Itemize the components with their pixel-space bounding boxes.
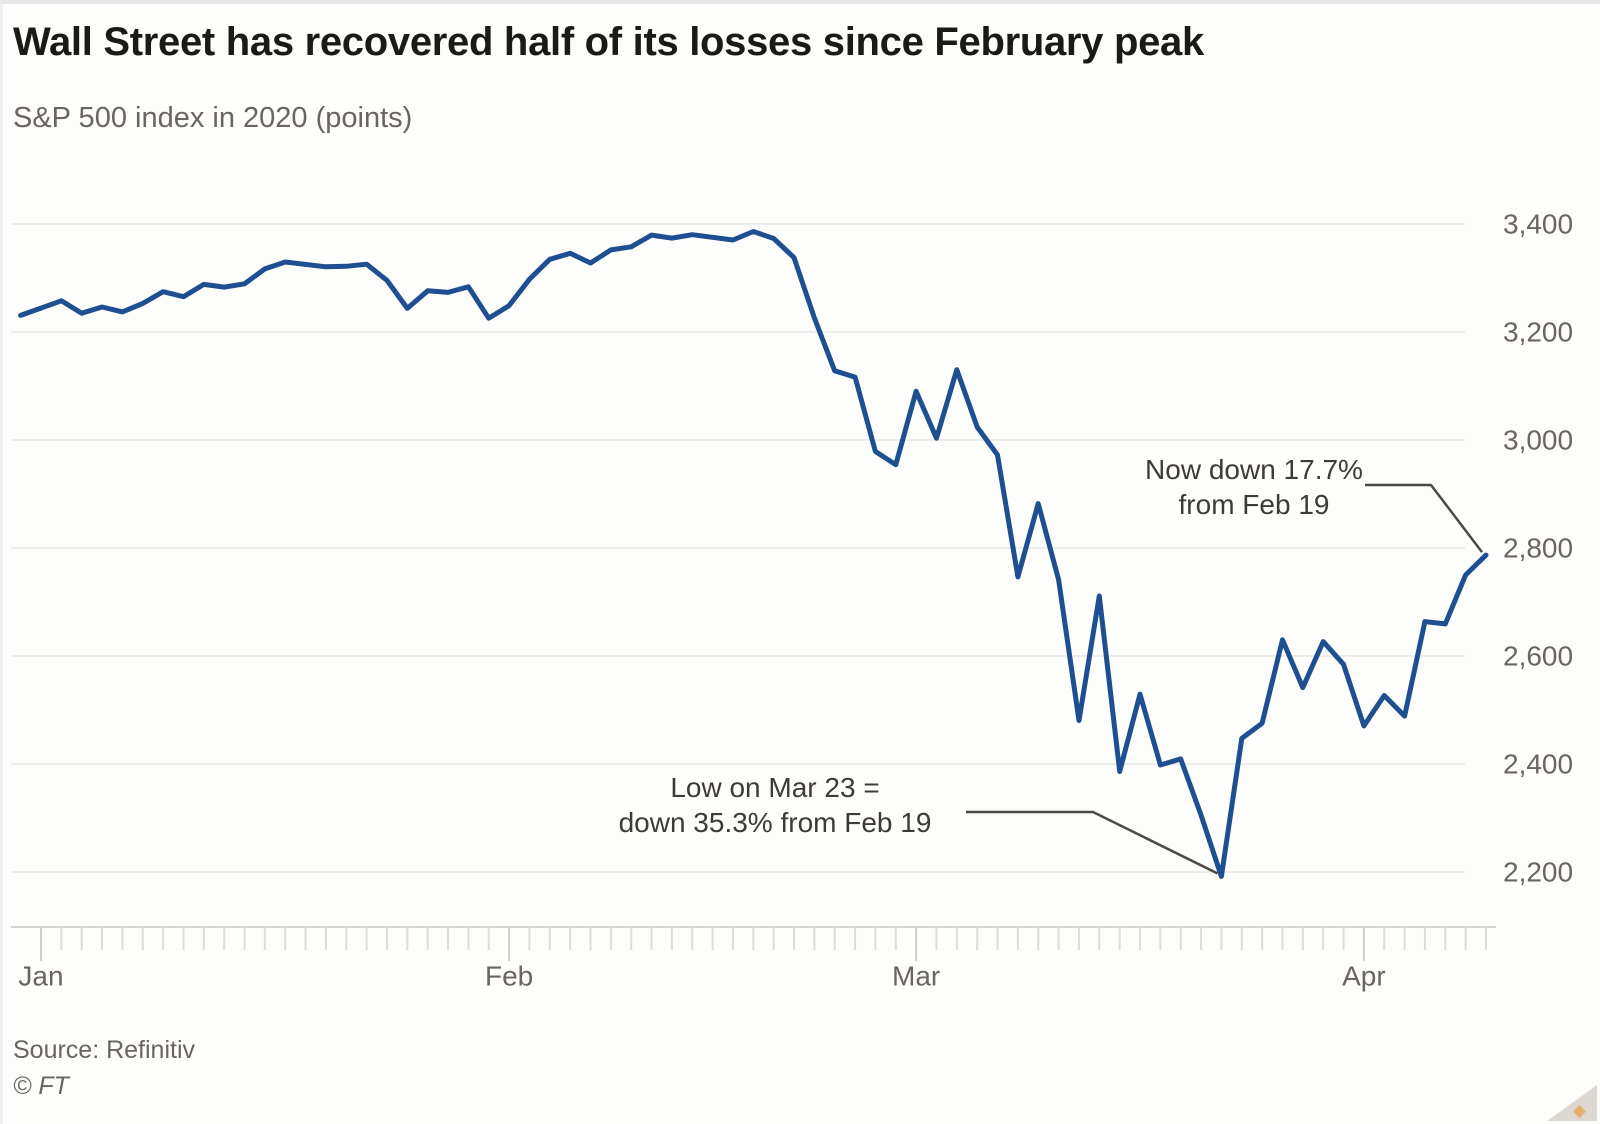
y-tick-label: 2,200 [1503,857,1573,888]
price-line [18,229,1489,879]
y-tick-label: 2,800 [1503,533,1573,564]
chart-title: Wall Street has recovered half of its lo… [13,20,1204,64]
chart-subtitle: S&P 500 index in 2020 (points) [13,102,413,134]
annotation-now: Now down 17.7% from Feb 19 [994,452,1514,522]
y-axis-labels: 3,400 3,200 3,000 2,800 2,600 2,400 2,200 [1503,209,1573,888]
annotation-line: down 35.3% from Feb 19 [618,807,932,838]
month-label: Mar [892,961,940,992]
y-tick-label: 2,600 [1503,641,1573,672]
ft-copyright: © FT [13,1072,69,1100]
y-tick-label: 3,400 [1503,209,1573,240]
month-label: Apr [1342,961,1386,992]
month-label: Jan [18,961,63,992]
month-label: Feb [485,961,533,992]
y-tick-label: 3,000 [1503,425,1573,456]
source-label: Source: Refinitiv [13,1036,196,1064]
annotation-connector-low [966,810,1218,875]
annotation-low: Low on Mar 23 = down 35.3% from Feb 19 [515,770,1035,840]
annotation-line: Low on Mar 23 = [670,772,880,803]
y-tick-label: 3,200 [1503,317,1573,348]
annotation-line: from Feb 19 [1178,489,1330,520]
resize-handle-icon[interactable] [1547,1085,1597,1121]
annotation-connector-now [1365,483,1483,553]
price-line-chart: 3,400 3,200 3,000 2,800 2,600 2,400 2,200 Jan Fe… [11,209,1573,992]
y-tick-label: 2,400 [1503,749,1573,780]
annotation-line: Now down 17.7% [1145,454,1363,485]
x-axis: Jan Feb Mar Apr [11,926,1496,992]
